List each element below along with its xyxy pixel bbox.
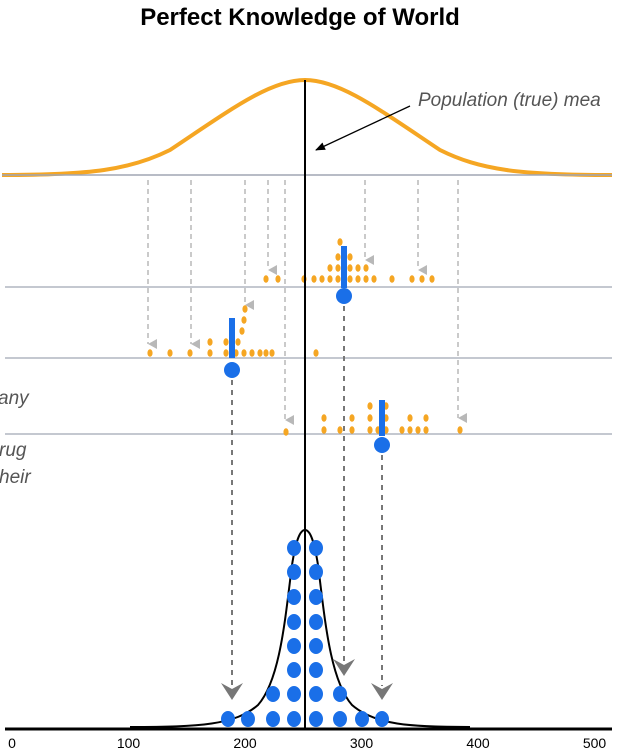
sample-3-mean-marker bbox=[379, 400, 385, 436]
sample-2-mean-dot bbox=[224, 362, 240, 378]
population-mean-label: Population (true) mea bbox=[418, 90, 601, 111]
x-tick-label: 100 bbox=[117, 735, 141, 751]
page-title: Perfect Knowledge of World bbox=[140, 4, 460, 31]
sample-2-dots bbox=[147, 305, 319, 357]
sample-mean-dots bbox=[221, 540, 389, 727]
sample-1-mean-dot bbox=[336, 288, 352, 304]
sampling-arrows bbox=[147, 180, 467, 425]
sample-2-label-fragment: any bbox=[0, 388, 29, 409]
arrowheads bbox=[221, 659, 393, 700]
mean-drop-arrows bbox=[231, 306, 383, 686]
arrowhead bbox=[221, 683, 243, 700]
sample-3-label-fragment-2: heir bbox=[0, 467, 31, 488]
sample-1-dots bbox=[263, 238, 435, 283]
arrowhead bbox=[371, 683, 393, 700]
sample-2-mean-marker bbox=[229, 318, 235, 358]
sample-3-dots bbox=[283, 402, 463, 436]
sample-1-mean-marker bbox=[341, 246, 347, 288]
x-tick-label: 500 bbox=[583, 735, 607, 751]
x-tick-label: 0 bbox=[8, 735, 16, 751]
x-tick-label: 200 bbox=[233, 735, 257, 751]
x-tick-label: 400 bbox=[466, 735, 490, 751]
x-tick-label: 300 bbox=[350, 735, 374, 751]
sample-3-label-fragment-1: rug bbox=[0, 440, 27, 461]
population-mean-callout-arrow bbox=[315, 105, 411, 151]
arrowhead bbox=[333, 659, 355, 676]
sample-3-mean-dot bbox=[374, 437, 390, 453]
x-axis-ticks: 0 100 200 300 400 500 bbox=[8, 735, 606, 751]
